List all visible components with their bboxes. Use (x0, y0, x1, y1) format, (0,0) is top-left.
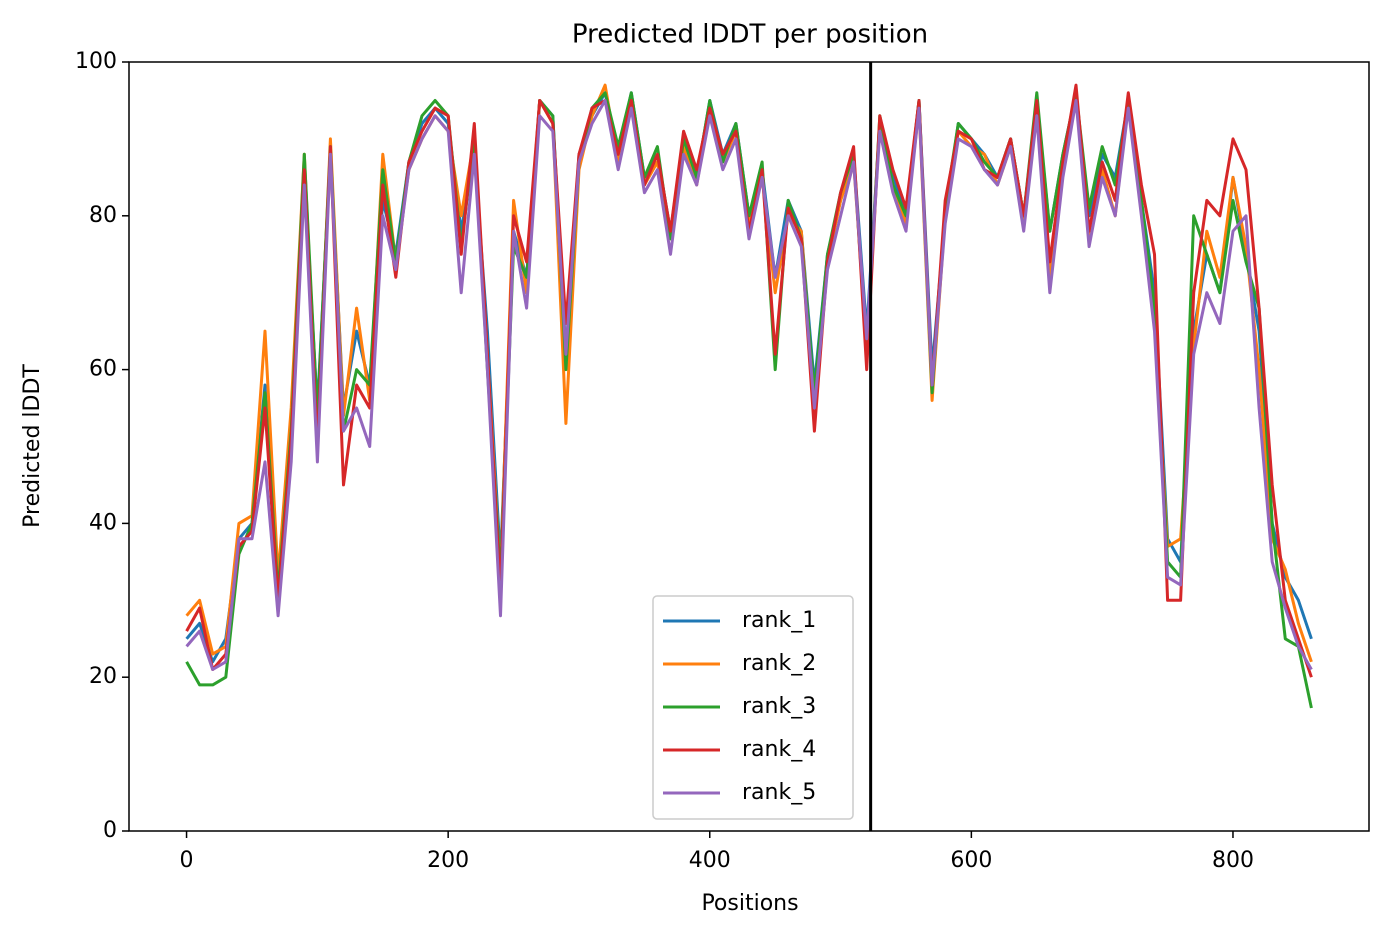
legend-label: rank_4 (742, 737, 816, 762)
legend-label: rank_2 (742, 651, 816, 676)
plot-area (185, 62, 1313, 831)
legend-label: rank_5 (742, 780, 816, 805)
x-tick-label: 400 (689, 848, 731, 873)
chart-title: Predicted lDDT per position (572, 20, 928, 50)
x-tick-label: 800 (1212, 848, 1254, 873)
y-tick-label: 60 (89, 357, 117, 382)
y-tick-label: 80 (89, 203, 117, 228)
y-tick-label: 40 (89, 510, 117, 535)
series-line (185, 99, 1313, 671)
legend-label: rank_3 (742, 694, 816, 719)
x-tick-label: 600 (950, 848, 992, 873)
legend-box (652, 595, 854, 820)
axes-frame (128, 61, 1370, 832)
y-axis-label: Predicted lDDT (20, 364, 45, 528)
legend-label: rank_1 (742, 608, 816, 633)
x-tick-label: 200 (427, 848, 469, 873)
y-tick-label: 0 (103, 818, 117, 843)
x-axis-label: Positions (701, 891, 798, 916)
y-tick-label: 20 (89, 664, 117, 689)
y-tick-label: 100 (75, 49, 117, 74)
x-tick-label: 0 (180, 848, 194, 873)
